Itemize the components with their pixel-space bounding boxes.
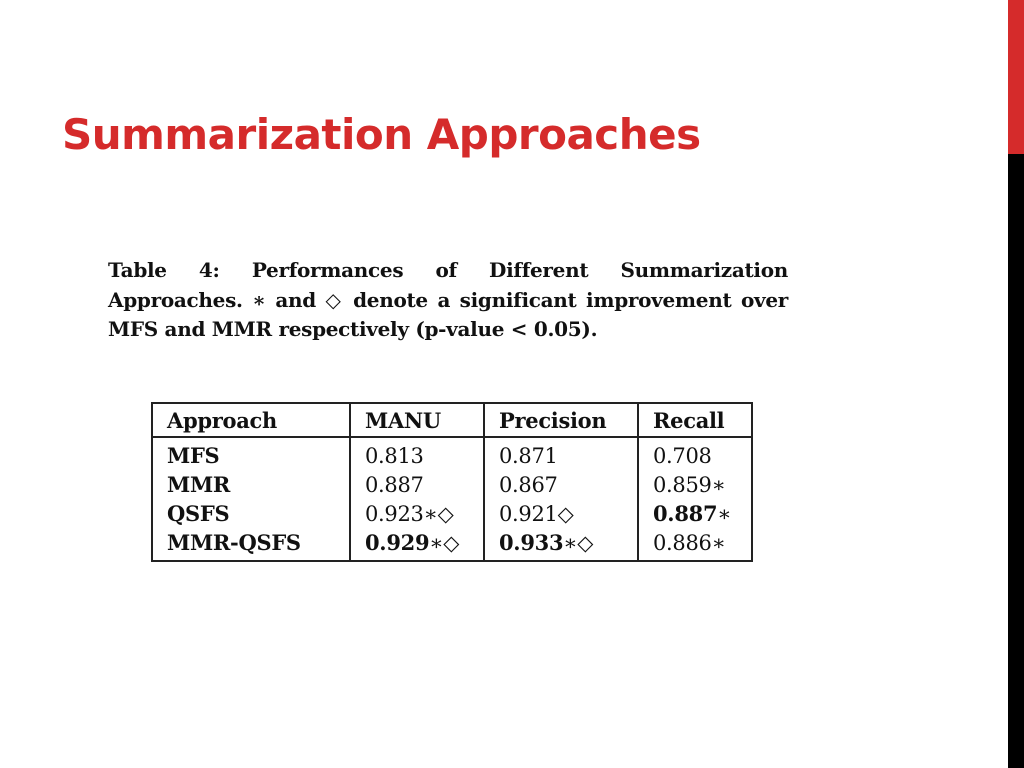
manu-mark: ∗◇: [423, 501, 454, 526]
table-row: QSFS 0.923∗◇ 0.921◇ 0.887∗: [152, 499, 752, 528]
precision-mark: ◇: [557, 501, 574, 526]
cell-precision: 0.933∗◇: [483, 528, 638, 561]
accent-bar: [1008, 0, 1024, 154]
cell-precision: 0.867: [483, 470, 638, 499]
cell-recall: 0.886∗: [637, 528, 752, 561]
cell-recall: 0.887∗: [637, 499, 752, 528]
precision-value: 0.871: [499, 443, 558, 468]
table-row: MFS 0.813 0.871 0.708: [152, 437, 752, 470]
recall-value: 0.887: [653, 501, 718, 526]
cell-precision: 0.921◇: [483, 499, 638, 528]
manu-value: 0.813: [365, 443, 424, 468]
table-row: MMR-QSFS 0.929∗◇ 0.933∗◇ 0.886∗: [152, 528, 752, 561]
results-table: Approach MANU Precision Recall MFS 0.813…: [151, 402, 753, 562]
table-header-row: Approach MANU Precision Recall: [152, 403, 752, 438]
precision-value: 0.921: [499, 501, 558, 526]
table-caption: Table 4: Performances of Different Summa…: [108, 258, 788, 341]
recall-value: 0.859: [653, 472, 712, 497]
cell-manu: 0.923∗◇: [349, 499, 484, 528]
cell-approach: MFS: [167, 443, 220, 468]
precision-mark: ∗◇: [563, 531, 594, 555]
manu-value: 0.887: [365, 472, 424, 497]
cell-approach: QSFS: [167, 501, 230, 526]
header-approach: Approach: [152, 403, 350, 438]
recall-mark: ∗: [711, 472, 726, 497]
cell-manu: 0.887: [349, 470, 484, 499]
precision-value: 0.933: [499, 530, 564, 555]
precision-value: 0.867: [499, 472, 558, 497]
header-manu: MANU: [349, 403, 484, 438]
recall-value: 0.886: [653, 530, 712, 555]
table-row: MMR 0.887 0.867 0.859∗: [152, 470, 752, 499]
header-recall: Recall: [637, 403, 752, 438]
cell-approach: MMR-QSFS: [167, 530, 301, 555]
slide-title: Summarization Approaches: [62, 110, 701, 159]
cell-recall: 0.708: [637, 437, 752, 470]
recall-value: 0.708: [653, 443, 712, 468]
manu-mark: ∗◇: [429, 531, 460, 555]
manu-value: 0.923: [365, 501, 424, 526]
cell-manu: 0.929∗◇: [349, 528, 484, 561]
cell-recall: 0.859∗: [637, 470, 752, 499]
cell-manu: 0.813: [349, 437, 484, 470]
manu-value: 0.929: [365, 530, 430, 555]
header-precision: Precision: [483, 403, 638, 438]
cell-precision: 0.871: [483, 437, 638, 470]
results-table-container: Approach MANU Precision Recall MFS 0.813…: [151, 402, 753, 562]
sidebar-bar: [1008, 154, 1024, 768]
recall-mark: ∗: [717, 502, 732, 526]
cell-approach: MMR: [167, 472, 231, 497]
recall-mark: ∗: [711, 530, 726, 555]
